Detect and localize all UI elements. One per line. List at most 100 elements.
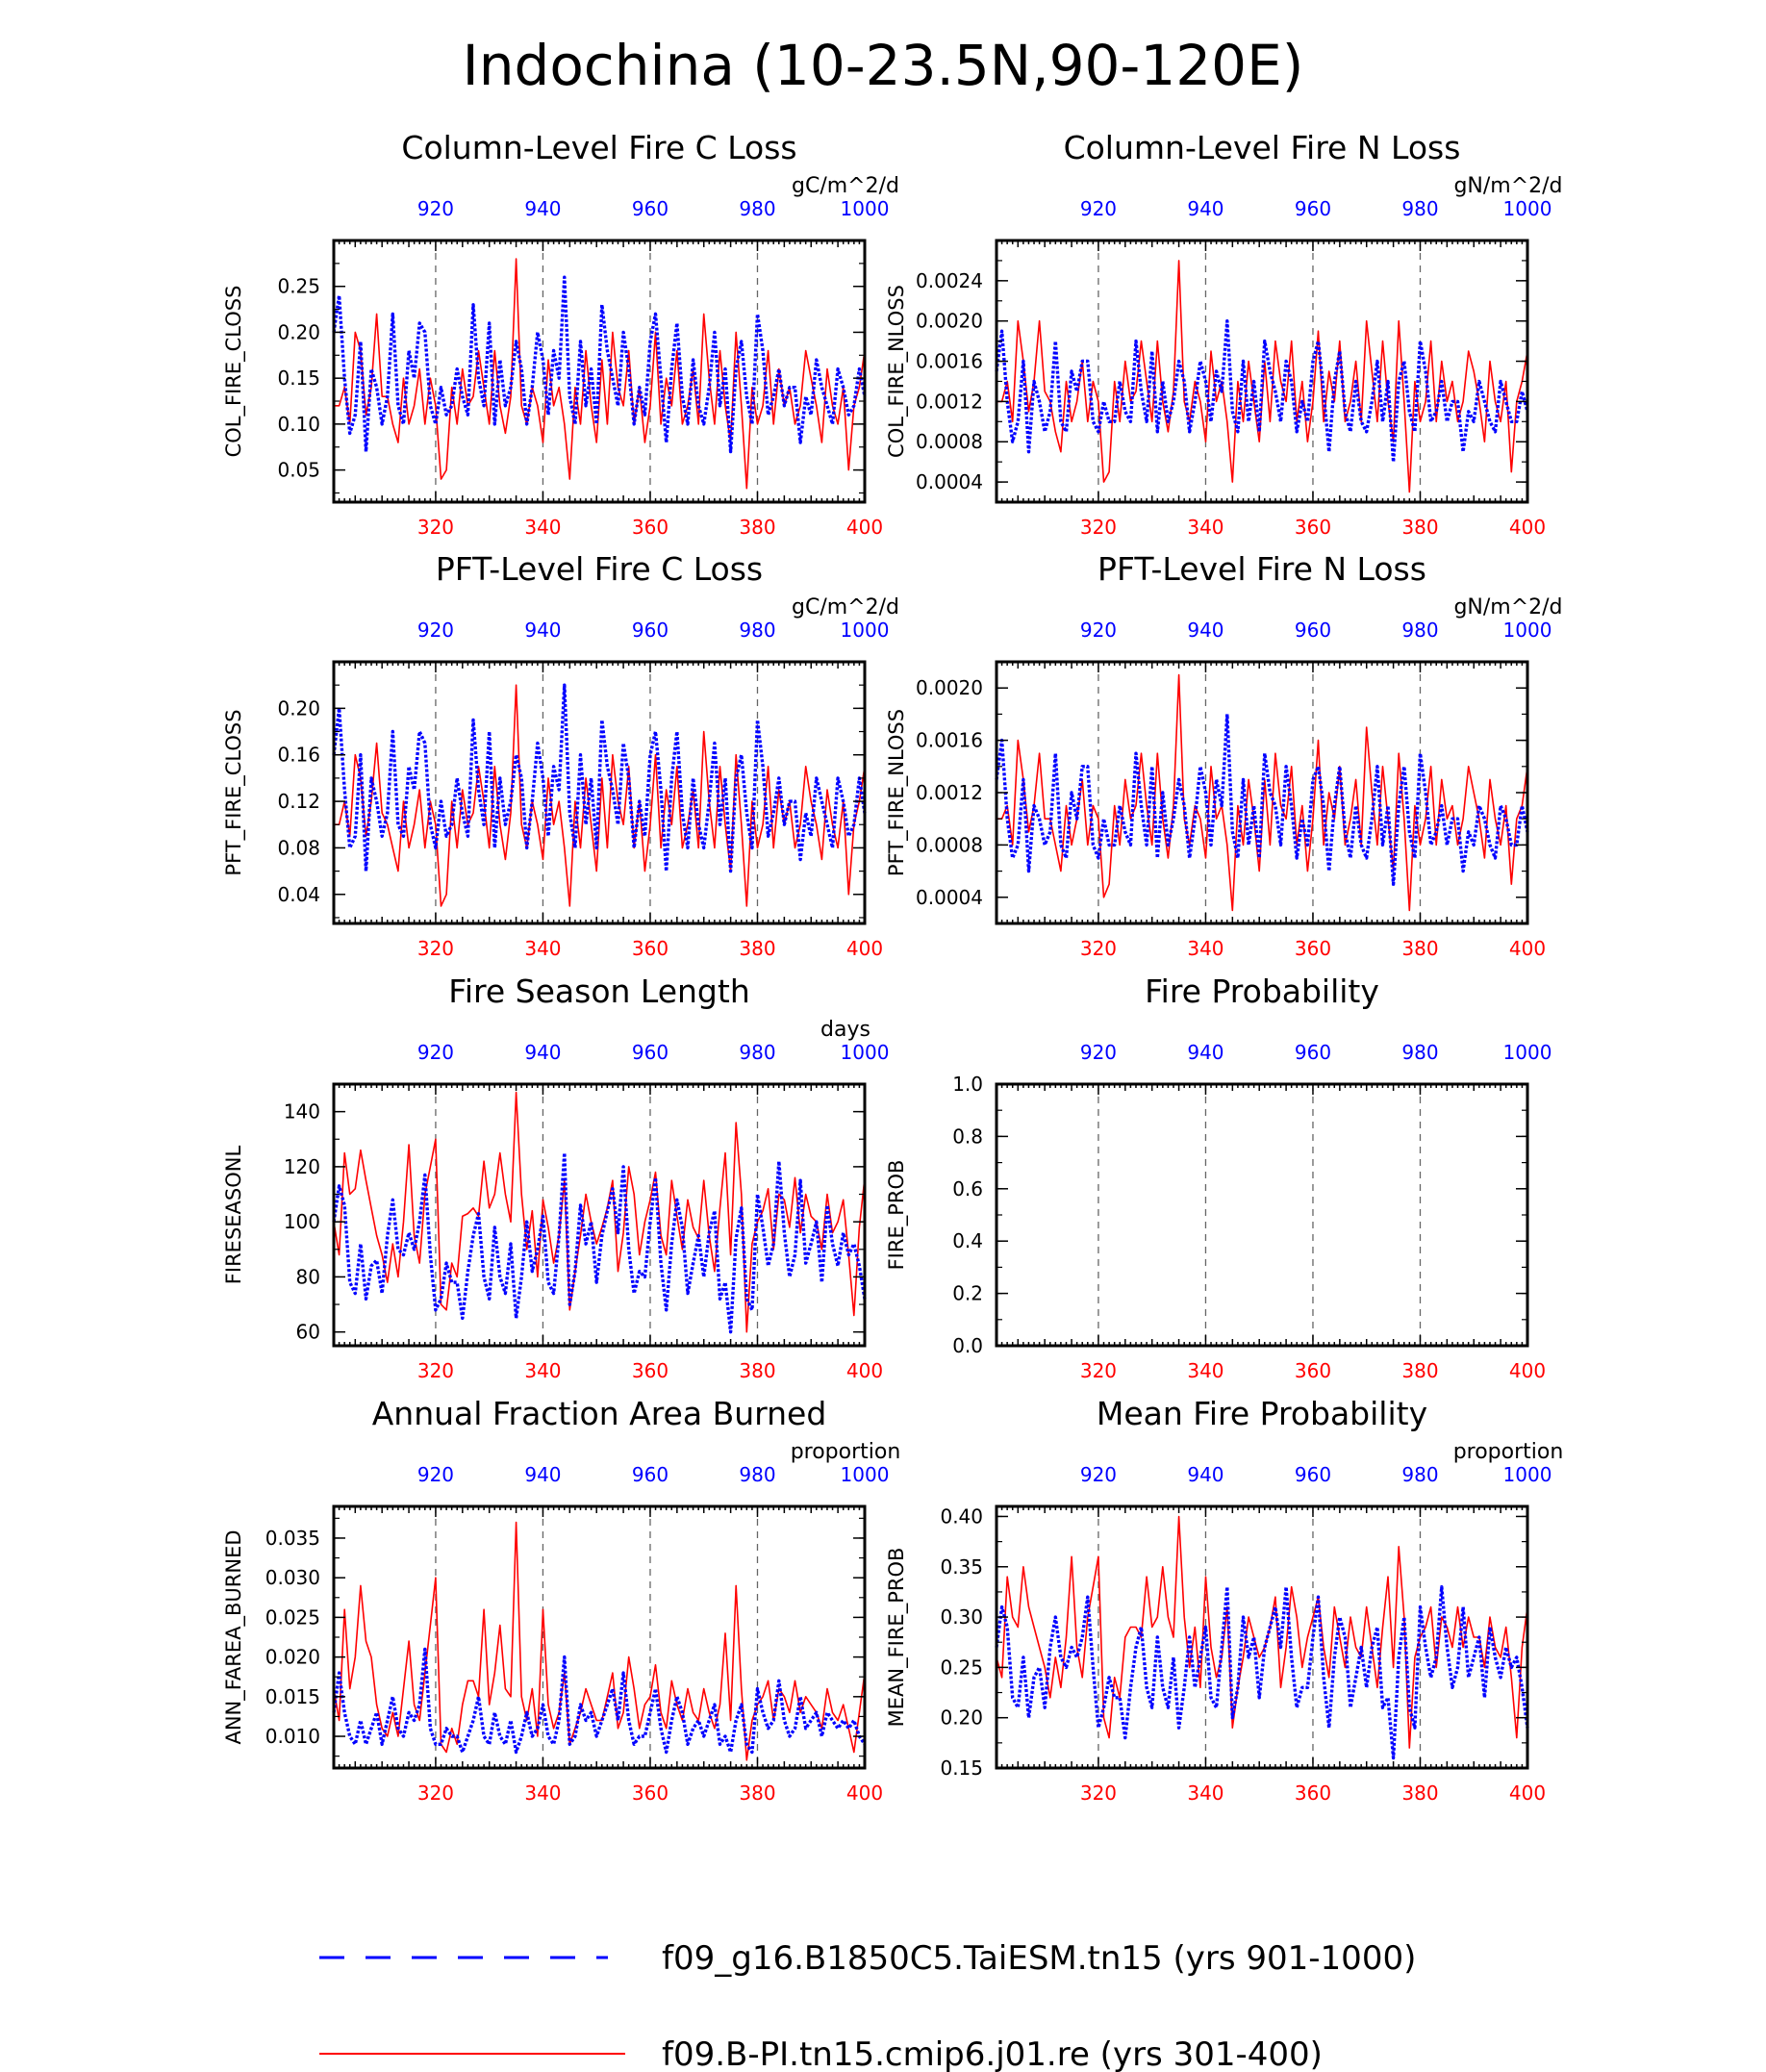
unit-label: gN/m^2/d xyxy=(1453,174,1562,198)
x2-tick-label: 1000 xyxy=(1503,197,1552,220)
y-tick-label: 0.10 xyxy=(277,413,320,436)
series-line-taiesm xyxy=(995,319,1529,464)
x-tick-label: 340 xyxy=(524,1359,561,1382)
y-tick-label: 0.05 xyxy=(277,459,320,482)
panel-title: Column-Level Fire C Loss xyxy=(401,129,796,166)
x2-tick-label: 1000 xyxy=(841,1463,890,1486)
x2-tick-label: 1000 xyxy=(1503,1463,1552,1486)
unit-label: gC/m^2/d xyxy=(792,174,899,198)
x-tick-label: 380 xyxy=(739,1781,775,1805)
panel-fire-probability: Fire Probability FIRE_PROB 320 340 360 380 400… xyxy=(885,973,1552,1382)
legend: f09_g16.B1850C5.TaiESM.tn15 (yrs 901-100… xyxy=(319,1939,1416,2072)
y-tick-label: 0.0020 xyxy=(916,676,983,699)
y-axis-label: PFT_FIRE_NLOSS xyxy=(885,709,909,876)
y-tick-label: 120 xyxy=(284,1155,320,1178)
series-line-taiesm xyxy=(332,683,867,873)
unit-label: days xyxy=(820,1018,870,1042)
y-tick-label: 1.0 xyxy=(952,1073,983,1096)
x-tick-label: 340 xyxy=(524,937,561,960)
y-axis-label: FIRESEASONL xyxy=(222,1146,245,1285)
y-tick-label: 0.30 xyxy=(940,1605,983,1629)
x-tick-label: 360 xyxy=(1295,1781,1331,1805)
x-tick-label: 400 xyxy=(1509,1781,1546,1805)
y-tick-label: 0.08 xyxy=(277,836,320,859)
x2-tick-label: 980 xyxy=(739,197,775,220)
y-axis-label: FIRE_PROB xyxy=(885,1160,909,1271)
x2-tick-label: 1000 xyxy=(1503,1041,1552,1064)
x-tick-label: 360 xyxy=(632,1359,669,1382)
y-tick-label: 0.0004 xyxy=(916,470,983,493)
y-tick-label: 60 xyxy=(296,1321,320,1344)
y-tick-label: 0.25 xyxy=(940,1655,983,1679)
y-tick-label: 0.6 xyxy=(952,1177,983,1200)
x2-tick-label: 960 xyxy=(1295,1041,1331,1064)
x-tick-label: 340 xyxy=(524,516,561,539)
x2-tick-label: 920 xyxy=(417,619,454,642)
x2-tick-label: 960 xyxy=(632,197,669,220)
y-axis-label: PFT_FIRE_CLOSS xyxy=(222,709,246,875)
x-tick-label: 360 xyxy=(1295,516,1331,539)
plot-frame xyxy=(995,1504,1529,1770)
x2-tick-label: 980 xyxy=(1401,1463,1438,1486)
figure-title: Indochina (10-23.5N,90-120E) xyxy=(463,33,1304,98)
y-tick-label: 0.0016 xyxy=(916,350,983,373)
panel-annual-fraction-area-burned: Annual Fraction Area Burned proportion ANN… xyxy=(222,1395,900,1805)
x-tick-label: 400 xyxy=(846,516,883,539)
x2-tick-label: 940 xyxy=(524,1041,561,1064)
x2-tick-label: 980 xyxy=(739,1463,775,1486)
series-line-taiesm xyxy=(332,275,867,454)
y-tick-label: 0.20 xyxy=(277,320,320,343)
x-tick-label: 320 xyxy=(1080,516,1117,539)
x2-tick-label: 980 xyxy=(739,619,775,642)
series-line-taiesm xyxy=(995,1584,1529,1760)
x-tick-label: 400 xyxy=(846,937,883,960)
y-tick-label: 0.0008 xyxy=(916,430,983,453)
y-tick-label: 0.25 xyxy=(277,275,320,298)
y-tick-label: 140 xyxy=(284,1100,320,1124)
x2-tick-label: 920 xyxy=(1080,1463,1117,1486)
panel-mean-fire-probability: Mean Fire Probability proportion MEAN_FIRE… xyxy=(885,1395,1563,1805)
x2-tick-label: 960 xyxy=(1295,619,1331,642)
y-tick-label: 0.15 xyxy=(940,1756,983,1780)
panels: Column-Level Fire C Loss gC/m^2/d COL_FIRE… xyxy=(222,129,1563,1805)
y-tick-label: 0.0016 xyxy=(916,729,983,752)
plot-frame xyxy=(332,1082,867,1348)
x-tick-label: 380 xyxy=(1401,1359,1438,1382)
y-tick-label: 0.0012 xyxy=(916,781,983,804)
x2-tick-label: 940 xyxy=(1187,197,1224,220)
x2-tick-label: 920 xyxy=(417,197,454,220)
x2-tick-label: 980 xyxy=(1401,197,1438,220)
series-line-cmip6 xyxy=(333,1091,866,1333)
x2-tick-label: 980 xyxy=(1401,1041,1438,1064)
panel-pft-level-fire-n-loss: PFT-Level Fire N Loss gN/m^2/d PFT_FIRE_NL… xyxy=(885,550,1563,960)
y-axis-label: ANN_FAREA_BURNED xyxy=(222,1529,246,1744)
x-tick-label: 340 xyxy=(524,1781,561,1805)
x-tick-label: 400 xyxy=(1509,937,1546,960)
x-tick-label: 340 xyxy=(1187,1781,1224,1805)
series-line-taiesm xyxy=(332,1647,867,1755)
x-tick-label: 380 xyxy=(1401,1781,1438,1805)
x2-tick-label: 920 xyxy=(1080,619,1117,642)
y-tick-label: 0.0008 xyxy=(916,833,983,856)
panel-title: Column-Level Fire N Loss xyxy=(1064,129,1461,166)
legend-entry-blue: f09_g16.B1850C5.TaiESM.tn15 (yrs 901-100… xyxy=(662,1939,1416,1978)
x-tick-label: 400 xyxy=(846,1781,883,1805)
y-tick-label: 0.0020 xyxy=(916,310,983,333)
series-line-cmip6 xyxy=(996,1515,1528,1749)
series-line-cmip6 xyxy=(334,684,866,907)
x2-tick-label: 920 xyxy=(417,1463,454,1486)
x2-tick-label: 1000 xyxy=(841,197,890,220)
panel-title: Annual Fraction Area Burned xyxy=(372,1395,827,1432)
series-line-taiesm xyxy=(332,1150,867,1334)
panel-title: PFT-Level Fire N Loss xyxy=(1097,550,1426,588)
x-tick-label: 320 xyxy=(1080,1781,1117,1805)
y-axis-label: COL_FIRE_CLOSS xyxy=(222,286,246,458)
x-tick-label: 380 xyxy=(1401,516,1438,539)
y-tick-label: 0.20 xyxy=(940,1706,983,1730)
unit-label: gN/m^2/d xyxy=(1453,595,1562,619)
y-tick-label: 0.0012 xyxy=(916,390,983,413)
y-axis-label: MEAN_FIRE_PROB xyxy=(885,1548,909,1728)
y-axis-label: COL_FIRE_NLOSS xyxy=(885,285,909,458)
plot-frame xyxy=(995,239,1529,504)
x-tick-label: 340 xyxy=(1187,937,1224,960)
